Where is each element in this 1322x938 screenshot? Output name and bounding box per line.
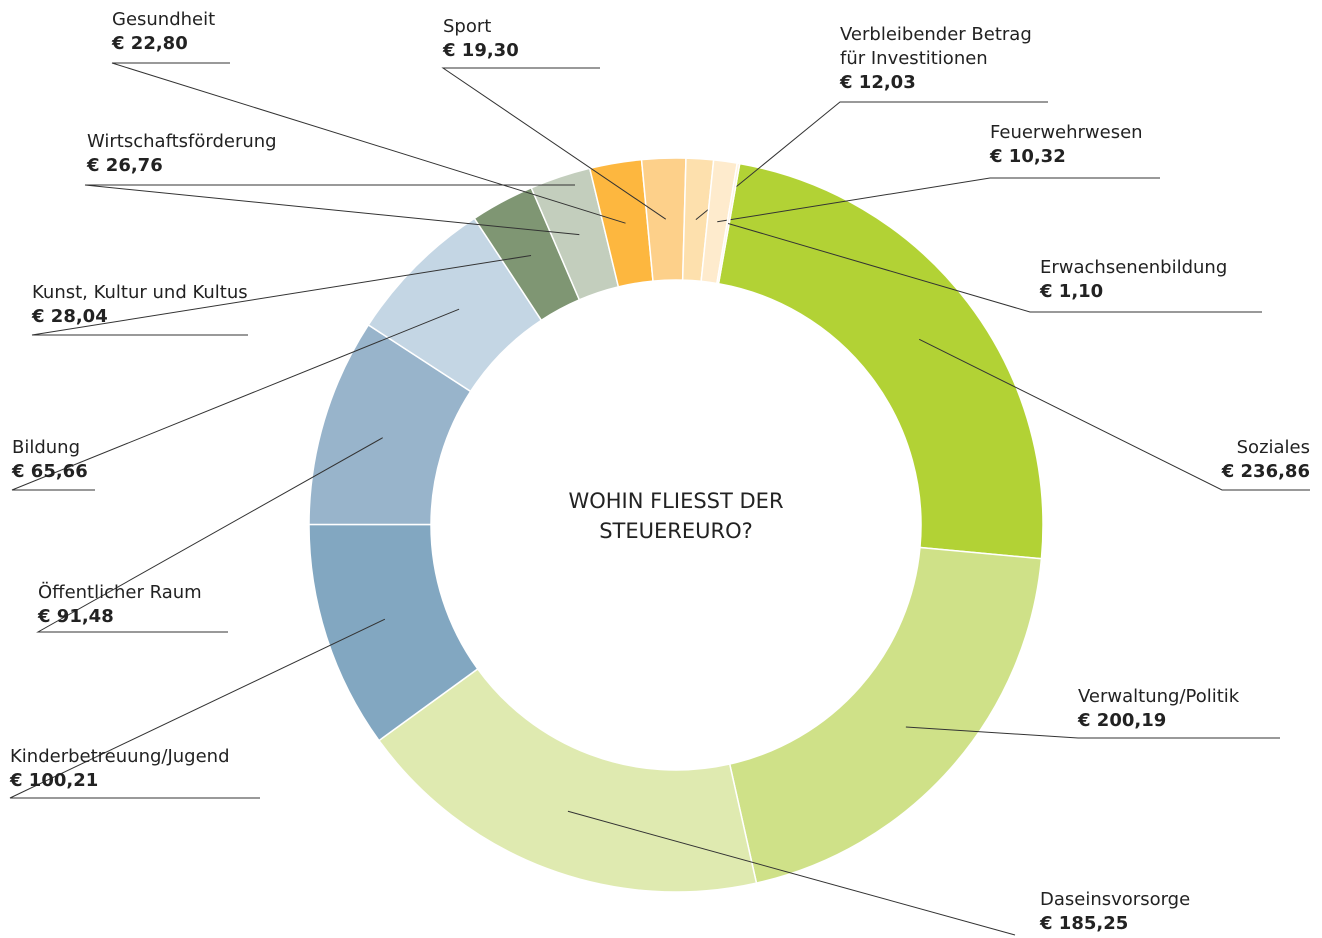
value-label: € 200,19 [1078, 710, 1167, 731]
chart-title: WOHIN FLIESST DER STEUEREURO? [568, 489, 784, 543]
leader-line [31, 255, 532, 336]
value-label: € 26,76 [87, 155, 163, 176]
slice-label: Erwachsenenbildung € 1,10 [1040, 256, 1227, 304]
category-label: Daseinsvorsorge [1040, 889, 1191, 910]
category-label: Kunst, Kultur und Kultus [32, 282, 248, 303]
slice-label: Kinderbetreuung/Jugend € 100,21 [10, 745, 230, 793]
leader-line [9, 618, 386, 799]
category-label: Kinderbetreuung/Jugend [10, 746, 230, 767]
category-label: Feuerwehrwesen [990, 122, 1143, 143]
category-label: Öffentlicher Raum [38, 582, 202, 603]
leader-line [11, 308, 460, 491]
value-label: € 19,30 [443, 40, 519, 61]
leader-line [441, 67, 667, 220]
donut-slice [728, 546, 1043, 884]
value-label: € 236,86 [1221, 461, 1310, 482]
category-label: Wirtschaftsförderung [87, 131, 277, 152]
value-label: € 100,21 [10, 770, 99, 791]
slice-label: Wirtschaftsförderung € 26,76 [87, 130, 277, 178]
value-label: € 65,66 [12, 461, 88, 482]
value-label: € 12,03 [840, 72, 916, 93]
category-label: Gesundheit [112, 9, 216, 30]
category-label: Bildung [12, 437, 81, 458]
slice-label: Verwaltung/Politik € 200,19 [1078, 685, 1239, 733]
value-label: € 1,10 [1040, 281, 1104, 302]
slice-label: Verbleibender Betrag für Investitionen € … [840, 23, 1050, 95]
value-label: € 185,25 [1040, 913, 1129, 934]
leader-line [111, 62, 626, 224]
slice-label: Öffentlicher Raum € 91,48 [38, 581, 202, 629]
slice-label: Kunst, Kultur und Kultus € 28,04 [32, 281, 248, 329]
leader-line [36, 437, 383, 633]
value-label: € 10,32 [990, 146, 1066, 167]
leader-line [84, 184, 580, 236]
category-label: Sport [443, 16, 492, 37]
slice-label: Feuerwehrwesen € 10,32 [990, 121, 1143, 169]
category-label: Erwachsenenbildung [1040, 257, 1228, 278]
slice-label: Daseinsvorsorge € 185,25 [1040, 888, 1190, 936]
leader-line [727, 222, 1262, 313]
category-label: Soziales [1236, 437, 1310, 458]
slice-label: Soziales € 236,86 [1222, 436, 1310, 484]
value-label: € 28,04 [32, 306, 108, 327]
value-label: € 22,80 [112, 33, 188, 54]
leader-line [905, 726, 1280, 739]
leader-line [695, 101, 1048, 221]
leader-line [717, 177, 1160, 223]
value-label: € 91,48 [38, 606, 114, 627]
slice-label: Bildung € 65,66 [12, 436, 88, 484]
leader-line [918, 338, 1310, 491]
leader-line [567, 810, 1016, 936]
donut-slice [377, 667, 758, 893]
category-label: Verbleibender Betrag für Investitionen [840, 24, 1032, 69]
slice-label: Gesundheit € 22,80 [112, 8, 215, 56]
slice-label: Sport € 19,30 [443, 15, 519, 63]
category-label: Verwaltung/Politik [1078, 686, 1240, 707]
donut-slice [717, 162, 1044, 560]
